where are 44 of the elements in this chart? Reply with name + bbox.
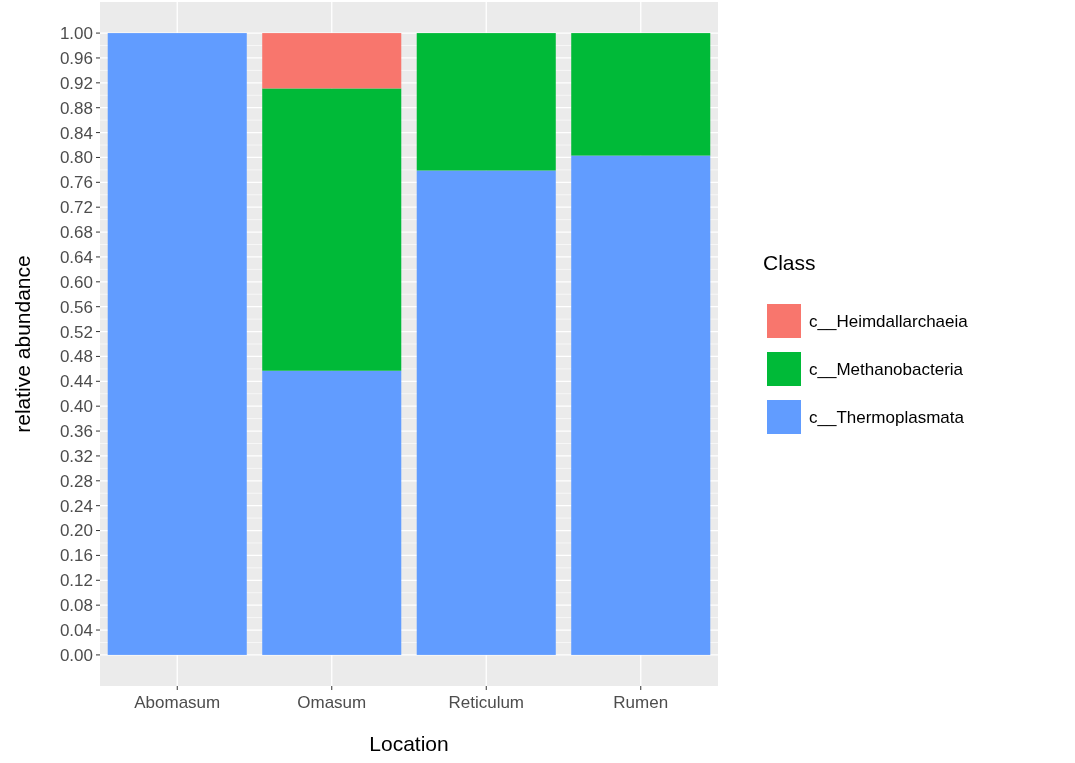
- y-tick-label: 0.72: [59, 198, 93, 218]
- y-tick-label: 0.84: [59, 123, 93, 143]
- y-tick-label: 0.04: [59, 620, 93, 640]
- y-tick-label: 1.00: [59, 24, 93, 44]
- y-tick-label: 0.80: [59, 148, 93, 168]
- y-tick-label: 0.64: [59, 247, 93, 267]
- bar: [416, 170, 556, 655]
- y-tick-label: 0.60: [59, 272, 93, 292]
- y-tick-label: 0.00: [59, 645, 93, 665]
- y-tick-label: 0.16: [59, 546, 93, 566]
- x-tick-label: Abomasum: [134, 693, 221, 712]
- y-axis-title: relative abundance: [11, 255, 34, 433]
- y-tick-label: 0.24: [59, 496, 93, 516]
- x-tick-label: Omasum: [297, 693, 367, 712]
- bar: [416, 33, 556, 171]
- y-tick-label: 0.28: [59, 471, 93, 491]
- y-tick-label: 0.52: [59, 322, 93, 342]
- bar: [262, 33, 402, 89]
- legend-label: c__Methanobacteria: [809, 359, 964, 379]
- y-tick-label: 0.32: [59, 446, 93, 466]
- y-tick-label: 0.92: [59, 73, 93, 93]
- y-tick-label: 0.56: [59, 297, 93, 317]
- y-tick-label: 0.76: [59, 173, 93, 193]
- bar: [262, 88, 402, 371]
- y-tick-label: 0.40: [59, 397, 93, 417]
- y-tick-label: 0.48: [59, 347, 93, 367]
- y-tick-label: 0.44: [59, 372, 93, 392]
- y-tick-label: 0.12: [59, 571, 93, 591]
- legend-label: c__Thermoplasmata: [809, 407, 965, 427]
- y-tick-label: 0.96: [59, 48, 93, 68]
- y-tick-label: 0.08: [59, 596, 93, 616]
- legend-label: c__Heimdallarchaeia: [809, 311, 969, 331]
- x-axis-title: Location: [369, 732, 449, 755]
- legend-title: Class: [763, 251, 816, 274]
- bar: [107, 33, 247, 655]
- x-tick-label: Reticulum: [448, 693, 525, 712]
- y-tick-label: 0.36: [59, 422, 93, 441]
- bar: [571, 33, 711, 156]
- y-tick-label: 0.68: [59, 223, 93, 243]
- y-tick-label: 0.20: [59, 521, 93, 541]
- bar: [571, 155, 711, 655]
- bar: [262, 370, 402, 655]
- y-tick-label: 0.88: [59, 98, 93, 118]
- x-tick-label: Rumen: [613, 693, 669, 712]
